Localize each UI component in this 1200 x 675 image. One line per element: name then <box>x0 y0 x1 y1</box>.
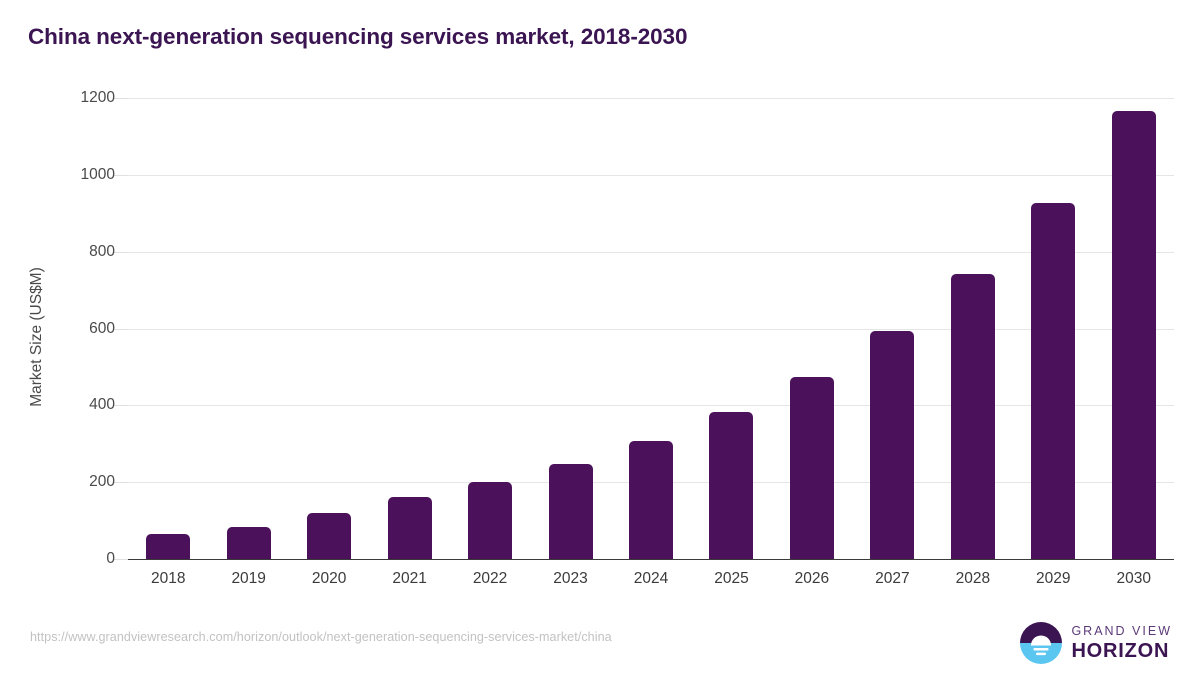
y-tick-mark <box>114 251 128 253</box>
bar-2022[interactable] <box>468 482 513 559</box>
bar-2018[interactable] <box>146 533 191 559</box>
bar-slot <box>289 98 369 559</box>
sun-horizon-icon <box>1020 622 1063 664</box>
bars-layer <box>128 98 1174 559</box>
gridline <box>128 328 1174 330</box>
source-url[interactable]: https://www.grandviewresearch.com/horizo… <box>30 630 612 644</box>
gridline <box>128 405 1174 407</box>
y-tick-label: 400 <box>89 396 115 414</box>
bar-slot <box>772 98 852 559</box>
x-axis-labels: 2018 2019 2020 2021 2022 2023 2024 2025 2026 2027… <box>128 570 1174 598</box>
bar-2019[interactable] <box>226 526 271 559</box>
y-tick-mark <box>114 328 128 330</box>
logo-wordmark: GRAND VIEW HORIZON <box>1071 625 1172 661</box>
bar-slot <box>1013 98 1093 559</box>
gridline <box>128 174 1174 176</box>
bar-slot <box>128 98 208 559</box>
gridline <box>128 98 1174 99</box>
x-tick-label-2018: 2018 <box>150 570 186 587</box>
bar-slot <box>1094 98 1174 559</box>
y-tick-label: 600 <box>89 319 115 337</box>
bar-2026[interactable] <box>789 376 834 559</box>
y-tick-label: 1200 <box>80 89 115 106</box>
bar-2025[interactable] <box>709 412 754 559</box>
x-tick-label-2027: 2027 <box>875 570 910 587</box>
gridline <box>128 251 1174 253</box>
bar-slot <box>369 98 449 559</box>
bar-slot <box>450 98 530 559</box>
bar-2020[interactable] <box>307 513 352 559</box>
y-tick-label: 800 <box>89 242 115 260</box>
x-tick-label-2030: 2030 <box>1116 570 1151 587</box>
bar-2028[interactable] <box>950 274 995 559</box>
bar-2029[interactable] <box>1031 202 1076 559</box>
x-tick-label-2029: 2029 <box>1036 570 1071 587</box>
logo-bottom-text: HORIZON <box>1071 639 1170 662</box>
bar-slot <box>530 98 610 559</box>
y-tick-mark <box>114 98 128 99</box>
bar-slot <box>933 98 1013 559</box>
y-tick-mark <box>114 559 128 560</box>
bar-2021[interactable] <box>387 497 432 559</box>
y-tick-mark <box>114 174 128 176</box>
y-tick-label: 0 <box>106 550 115 567</box>
x-tick-label-2023: 2023 <box>553 570 588 587</box>
bar-slot <box>852 98 932 559</box>
bar-slot <box>611 98 691 559</box>
x-tick-label-2026: 2026 <box>794 570 830 587</box>
x-tick-label-2021: 2021 <box>392 570 427 587</box>
x-tick-label-2024: 2024 <box>633 570 669 587</box>
x-tick-label-2028: 2028 <box>955 570 991 587</box>
bar-2027[interactable] <box>870 330 915 559</box>
x-tick-label-2020: 2020 <box>311 570 347 587</box>
bar-2024[interactable] <box>628 441 673 559</box>
y-tick-label: 200 <box>89 473 115 491</box>
bar-slot <box>691 98 771 559</box>
bar-2030[interactable] <box>1111 111 1156 559</box>
x-axis-line <box>128 559 1174 561</box>
x-tick-label-2025: 2025 <box>714 570 749 587</box>
x-tick-label-2022: 2022 <box>472 570 508 587</box>
bar-2023[interactable] <box>548 464 593 559</box>
y-tick-mark <box>114 482 128 484</box>
brand-logo[interactable]: GRAND VIEW HORIZON <box>1020 620 1172 666</box>
y-tick-mark <box>114 405 128 407</box>
page-title: China next-generation sequencing service… <box>28 24 688 49</box>
y-tick-label: 1000 <box>80 165 115 183</box>
bar-slot <box>208 98 288 559</box>
logo-top-text: GRAND VIEW <box>1071 624 1172 639</box>
x-tick-label-2019: 2019 <box>231 570 266 587</box>
